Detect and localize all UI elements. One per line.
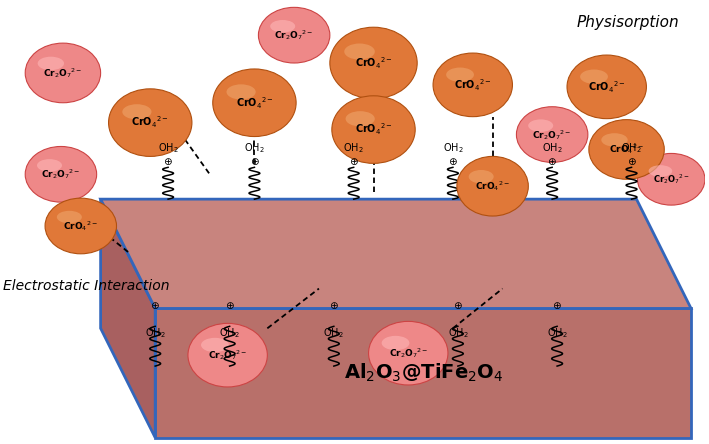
Ellipse shape xyxy=(345,111,375,127)
Text: OH$_2$: OH$_2$ xyxy=(547,326,567,340)
Text: OH$_2$: OH$_2$ xyxy=(343,142,364,155)
Text: OH$_2$: OH$_2$ xyxy=(323,326,344,340)
Text: OH$_2$: OH$_2$ xyxy=(621,142,642,155)
Text: CrO$_4$$^{2-}$: CrO$_4$$^{2-}$ xyxy=(609,143,644,156)
Ellipse shape xyxy=(516,107,588,163)
Ellipse shape xyxy=(226,84,256,99)
Ellipse shape xyxy=(580,70,608,84)
Ellipse shape xyxy=(123,104,152,119)
Text: CrO$_4$$^{2-}$: CrO$_4$$^{2-}$ xyxy=(354,122,392,137)
Ellipse shape xyxy=(330,27,417,99)
Polygon shape xyxy=(101,199,155,438)
Ellipse shape xyxy=(567,55,647,119)
Text: $\oplus$: $\oplus$ xyxy=(225,301,235,311)
Text: $\oplus$: $\oplus$ xyxy=(453,301,463,311)
Ellipse shape xyxy=(188,323,267,387)
Text: Cr$_2$O$_7$$^{2-}$: Cr$_2$O$_7$$^{2-}$ xyxy=(43,66,82,80)
Ellipse shape xyxy=(258,8,330,63)
Text: OH$_2$: OH$_2$ xyxy=(447,326,468,340)
Ellipse shape xyxy=(26,43,101,103)
Text: CrO$_4$$^{2-}$: CrO$_4$$^{2-}$ xyxy=(588,79,625,95)
Ellipse shape xyxy=(345,44,375,59)
Text: OH$_2$: OH$_2$ xyxy=(244,142,264,155)
Text: $\oplus$: $\oplus$ xyxy=(250,156,259,167)
Text: CrO$_4$$^{2-}$: CrO$_4$$^{2-}$ xyxy=(235,95,273,111)
Ellipse shape xyxy=(26,147,96,202)
Text: $\oplus$: $\oplus$ xyxy=(349,156,359,167)
Ellipse shape xyxy=(332,96,415,163)
Text: Cr$_2$O$_7$$^{2-}$: Cr$_2$O$_7$$^{2-}$ xyxy=(41,167,81,181)
Text: $\oplus$: $\oplus$ xyxy=(552,301,562,311)
Text: OH$_2$: OH$_2$ xyxy=(219,326,240,340)
Ellipse shape xyxy=(381,336,409,350)
Polygon shape xyxy=(155,309,691,438)
Text: OH$_2$: OH$_2$ xyxy=(442,142,463,155)
Ellipse shape xyxy=(528,119,553,132)
Ellipse shape xyxy=(469,170,493,183)
Ellipse shape xyxy=(446,67,474,82)
Text: Cr$_2$O$_7$$^{2-}$: Cr$_2$O$_7$$^{2-}$ xyxy=(653,172,690,186)
Text: $\oplus$: $\oplus$ xyxy=(329,301,339,311)
Ellipse shape xyxy=(57,211,82,223)
Ellipse shape xyxy=(369,321,448,385)
Text: CrO$_4$$^{2-}$: CrO$_4$$^{2-}$ xyxy=(454,77,491,93)
Text: CrO$_4$$^{2-}$: CrO$_4$$^{2-}$ xyxy=(63,219,99,233)
Text: CrO$_4$$^{2-}$: CrO$_4$$^{2-}$ xyxy=(475,179,510,193)
Text: Cr$_2$O$_7$$^{2-}$: Cr$_2$O$_7$$^{2-}$ xyxy=(274,28,314,42)
Text: $\oplus$: $\oplus$ xyxy=(627,156,637,167)
Ellipse shape xyxy=(649,165,672,177)
Text: OH$_2$: OH$_2$ xyxy=(145,326,165,340)
Polygon shape xyxy=(101,199,691,309)
Text: Cr$_2$O$_7$$^{2-}$: Cr$_2$O$_7$$^{2-}$ xyxy=(532,127,571,142)
Ellipse shape xyxy=(433,53,513,117)
Text: $\oplus$: $\oplus$ xyxy=(448,156,458,167)
Text: $\oplus$: $\oplus$ xyxy=(163,156,173,167)
Ellipse shape xyxy=(457,156,528,216)
Ellipse shape xyxy=(601,133,627,147)
Text: Cr$_2$O$_7$$^{2-}$: Cr$_2$O$_7$$^{2-}$ xyxy=(389,346,428,360)
Text: OH$_2$: OH$_2$ xyxy=(542,142,562,155)
Ellipse shape xyxy=(37,159,62,172)
Text: Physisorption: Physisorption xyxy=(577,15,679,30)
Text: CrO$_4$$^{2-}$: CrO$_4$$^{2-}$ xyxy=(354,55,392,71)
Text: $\oplus$: $\oplus$ xyxy=(150,301,160,311)
Text: CrO$_4$$^{2-}$: CrO$_4$$^{2-}$ xyxy=(131,115,169,131)
Ellipse shape xyxy=(201,338,229,352)
Text: Al$_2$O$_3$@TiFe$_2$O$_4$: Al$_2$O$_3$@TiFe$_2$O$_4$ xyxy=(343,362,503,384)
Text: OH$_2$: OH$_2$ xyxy=(158,142,179,155)
Text: Cr$_2$O$_7$$^{2-}$: Cr$_2$O$_7$$^{2-}$ xyxy=(208,348,247,362)
Ellipse shape xyxy=(45,198,116,254)
Text: $\oplus$: $\oplus$ xyxy=(547,156,557,167)
Text: Electrostatic Interaction: Electrostatic Interaction xyxy=(4,278,170,293)
Ellipse shape xyxy=(637,154,705,205)
Ellipse shape xyxy=(38,57,64,70)
Ellipse shape xyxy=(270,20,295,32)
Ellipse shape xyxy=(108,89,192,156)
Ellipse shape xyxy=(589,119,664,179)
Ellipse shape xyxy=(213,69,296,137)
